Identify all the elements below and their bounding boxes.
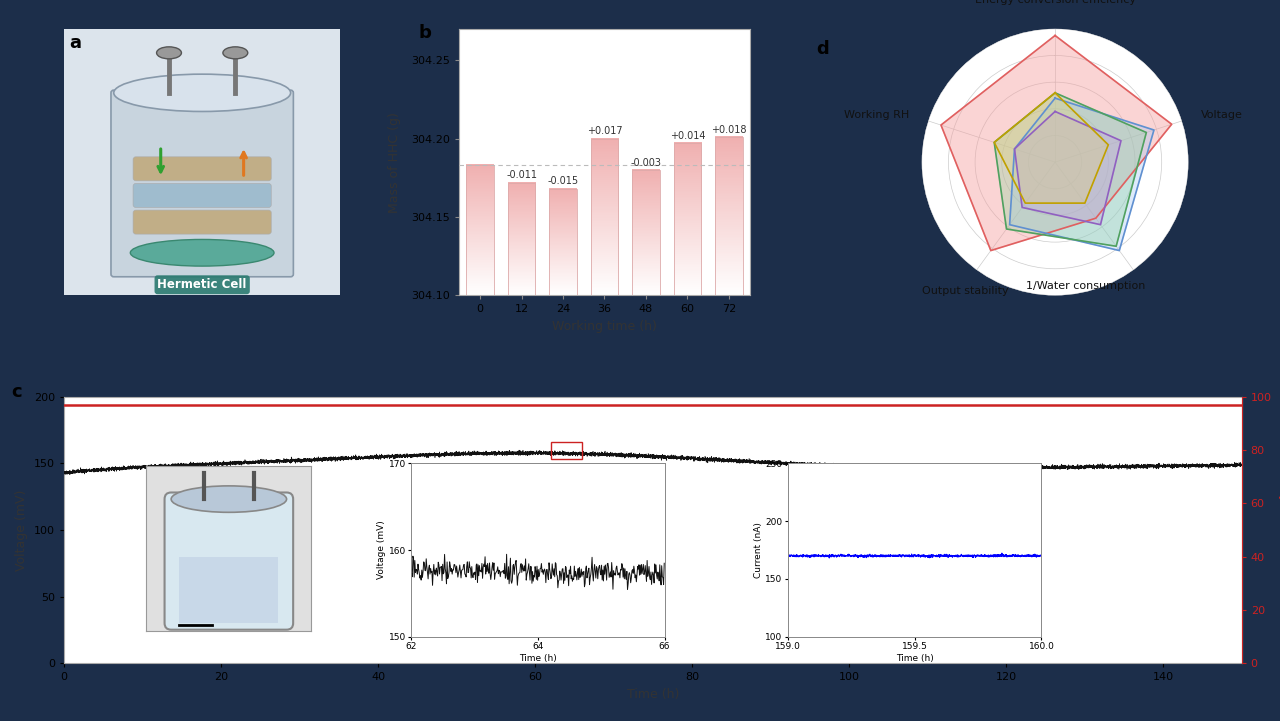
Polygon shape bbox=[995, 93, 1108, 203]
Text: -0.011: -0.011 bbox=[506, 170, 538, 180]
Bar bbox=[716, 137, 742, 296]
Bar bbox=[590, 138, 618, 296]
X-axis label: Time (h): Time (h) bbox=[627, 688, 678, 701]
Text: b: b bbox=[419, 24, 431, 42]
Polygon shape bbox=[941, 35, 1171, 251]
Y-axis label: Humidity inside the cell (%): Humidity inside the cell (%) bbox=[1277, 448, 1280, 612]
Polygon shape bbox=[995, 93, 1147, 247]
Text: Output stability: Output stability bbox=[922, 286, 1009, 296]
Text: 1/Water consumption: 1/Water consumption bbox=[1025, 281, 1146, 291]
Text: Energy conversion efficiency: Energy conversion efficiency bbox=[974, 0, 1135, 5]
Bar bbox=[550, 442, 582, 459]
FancyBboxPatch shape bbox=[111, 90, 293, 277]
Text: -0.003: -0.003 bbox=[630, 158, 662, 167]
Polygon shape bbox=[1015, 112, 1121, 225]
X-axis label: Working time (h): Working time (h) bbox=[552, 320, 657, 333]
Text: Hermetic Cell: Hermetic Cell bbox=[157, 278, 247, 291]
Text: Voltage: Voltage bbox=[1201, 110, 1243, 120]
Text: d: d bbox=[817, 40, 829, 58]
Polygon shape bbox=[1010, 98, 1155, 251]
Text: c: c bbox=[12, 384, 22, 402]
FancyBboxPatch shape bbox=[133, 183, 271, 208]
Ellipse shape bbox=[223, 47, 248, 59]
Bar bbox=[632, 170, 659, 296]
Text: +0.014: +0.014 bbox=[669, 131, 705, 141]
Ellipse shape bbox=[114, 74, 291, 112]
Ellipse shape bbox=[131, 239, 274, 266]
FancyBboxPatch shape bbox=[133, 210, 271, 234]
Y-axis label: Voltage (mV): Voltage (mV) bbox=[15, 490, 28, 571]
Bar bbox=[466, 165, 494, 296]
Bar bbox=[549, 189, 577, 296]
Text: a: a bbox=[69, 34, 82, 52]
Text: -0.015: -0.015 bbox=[548, 177, 579, 187]
Text: +0.018: +0.018 bbox=[712, 125, 746, 135]
Bar bbox=[673, 143, 701, 296]
Text: Working RH: Working RH bbox=[844, 110, 909, 120]
Text: +0.017: +0.017 bbox=[586, 126, 622, 136]
Y-axis label: Mass of HHC (g): Mass of HHC (g) bbox=[388, 112, 402, 213]
FancyBboxPatch shape bbox=[133, 156, 271, 181]
Ellipse shape bbox=[156, 47, 182, 59]
Bar bbox=[508, 182, 535, 296]
